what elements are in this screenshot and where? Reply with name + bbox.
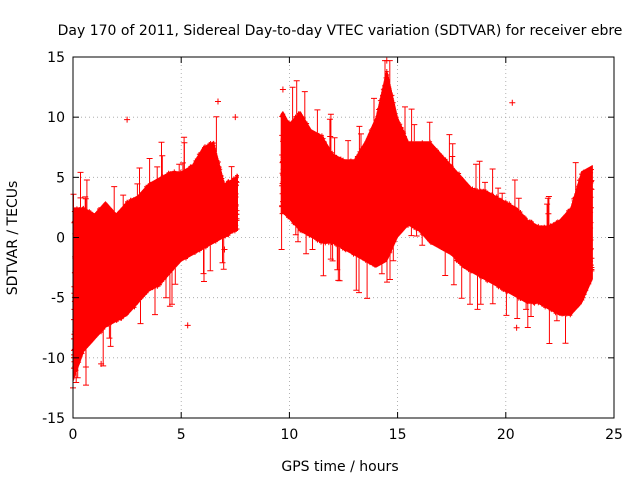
outlier-point (513, 324, 520, 331)
outlier-point (221, 246, 228, 253)
outlier-point (214, 98, 221, 105)
outlier-point (184, 322, 191, 329)
x-tick-label: 0 (69, 427, 78, 443)
outlier-point (509, 99, 516, 106)
x-tick-label: 5 (177, 427, 186, 443)
x-tick-label: 15 (389, 427, 407, 443)
y-tick-label: -15 (42, 411, 65, 427)
axis-ticks: 0 5 10 15 20 25 -15 -10 -5 0 5 10 15 (42, 50, 623, 443)
x-tick-label: 20 (497, 427, 515, 443)
y-tick-label: 5 (56, 170, 65, 186)
x-tick-label: 10 (280, 427, 298, 443)
outlier-point (98, 360, 105, 367)
y-tick-label: -5 (51, 291, 65, 307)
y-tick-label: 15 (47, 50, 65, 66)
outlier-point (232, 114, 239, 121)
y-axis-label: SDTVAR / TECUs (5, 181, 21, 296)
outlier-point (279, 86, 286, 93)
sdtvar-spikes (70, 60, 579, 386)
outlier-point (383, 57, 390, 64)
outlier-point (124, 116, 131, 123)
chart-title: Day 170 of 2011, Sidereal Day-to-day VTE… (58, 23, 623, 39)
x-axis-label: GPS time / hours (281, 459, 398, 475)
data-points (70, 60, 595, 386)
y-tick-label: 10 (47, 110, 65, 126)
y-tick-label: 0 (56, 231, 65, 247)
x-tick-label: 25 (605, 427, 623, 443)
y-tick-label: -10 (42, 351, 65, 367)
